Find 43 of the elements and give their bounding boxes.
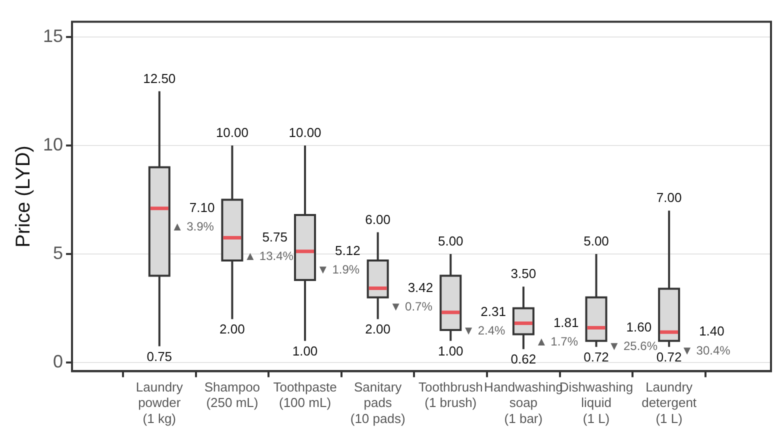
annotation: ▼ 2.4% (462, 324, 506, 338)
y-tick-label: 5 (53, 242, 64, 263)
annotation: ▼ 25.6% (608, 339, 658, 354)
y-tick-label: 15 (42, 26, 64, 46)
annotation: ▲ 3.9% (171, 220, 214, 234)
annotation: 1.60 (626, 319, 652, 334)
x-tick-label: Toothbrush (1 brush) (418, 380, 483, 410)
annotation: 1.81 (553, 314, 579, 330)
annotation: 1.00 (438, 343, 464, 358)
annotation: 7.00 (656, 190, 682, 206)
annotation: 10.00 (216, 125, 248, 140)
annotation: ▼ 0.7% (390, 300, 433, 314)
annotation: 5.75 (262, 229, 288, 244)
annotation: 3.42 (408, 280, 434, 295)
annotation: 7.10 (189, 200, 215, 216)
x-tick-label: Shampoo (250 mL) (204, 380, 260, 410)
annotation: ▼ 30.4% (681, 343, 731, 358)
y-tick-label: 10 (42, 134, 64, 154)
y-axis-title: Price (LYD) (12, 146, 35, 248)
x-tick-label: Laundry detergent (1 L) (642, 380, 697, 426)
x-tick-label: Toothpaste (100 mL) (273, 380, 337, 410)
annotation: 12.50 (143, 70, 176, 86)
y-tick-label: 0 (53, 351, 64, 372)
annotation: 5.00 (438, 234, 464, 249)
annotation: 10.00 (288, 125, 322, 140)
annotation: 2.31 (480, 304, 506, 319)
annotation: ▲ 1.7% (535, 334, 578, 349)
annotation: ▲ 13.4% (244, 249, 294, 264)
annotation: 5.00 (584, 234, 609, 249)
annotation: 0.72 (656, 349, 682, 364)
annotation: 2.00 (365, 322, 390, 337)
annotation: 1.00 (292, 343, 318, 358)
x-tick-label: Sanitary pads (10 pads) (350, 380, 406, 426)
annotation: 0.75 (146, 348, 172, 364)
annotation: ▼ 1.9% (317, 262, 360, 277)
annotation: 2.00 (220, 322, 245, 337)
annotation: 1.40 (699, 324, 724, 339)
x-tick-label: Laundry powder (1 kg) (136, 380, 184, 426)
annotation: 3.50 (510, 266, 536, 282)
annotation: 0.72 (584, 349, 609, 364)
annotation: 5.12 (335, 242, 360, 258)
annotation: 0.62 (510, 352, 536, 367)
annotation: 6.00 (365, 212, 390, 227)
